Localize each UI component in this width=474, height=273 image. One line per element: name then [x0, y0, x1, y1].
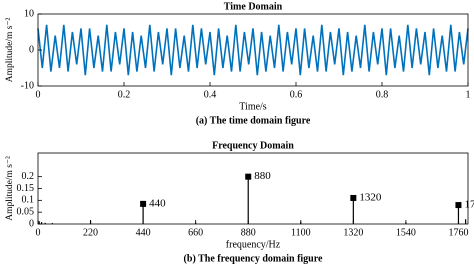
peak-marker: [245, 173, 252, 180]
x-tick-label: 880: [241, 227, 256, 238]
y-tick-label: 0.05: [17, 206, 35, 217]
peak-marker: [140, 200, 147, 207]
peak-marker: [455, 202, 462, 209]
y-tick-label: 0: [29, 44, 34, 55]
signal-line: [37, 24, 469, 76]
y-tick-label: 0.1: [22, 195, 35, 206]
x-tick-label: 1100: [291, 227, 311, 238]
x-tick-label: 1320: [343, 227, 363, 238]
x-tick-label: 0: [36, 89, 41, 100]
y-axis-label: Amplitude/m s⁻²: [5, 18, 15, 83]
x-tick-label: 1540: [396, 227, 416, 238]
caption: (a) The time domain figure: [196, 115, 311, 126]
x-axis-label: frequency/Hz: [226, 239, 281, 250]
x-tick-label: 220: [83, 227, 98, 238]
peak-label: 1760: [464, 199, 474, 211]
plot-frame: [37, 152, 469, 225]
peak-label: 880: [254, 170, 271, 182]
y-tick-label: 0.2: [22, 171, 35, 182]
chart-title: Time Domain: [224, 1, 283, 12]
peak-marker: [350, 194, 357, 201]
x-tick-label: 0.6: [290, 89, 303, 100]
y-tick-label: 0.15: [17, 183, 35, 194]
x-axis-label: Time/s: [239, 101, 267, 112]
x-tick-label: 0: [36, 227, 41, 238]
y-tick-label: 0: [29, 218, 34, 229]
x-tick-label: 1760: [448, 227, 468, 238]
y-tick-label: 10: [24, 8, 34, 19]
x-tick-label: 440: [136, 227, 151, 238]
x-tick-label: 1: [466, 89, 471, 100]
y-tick-label: -10: [21, 80, 34, 91]
plot-frame: [37, 13, 469, 87]
caption: (b) The frequency domain figure: [184, 253, 323, 264]
peak-label: 440: [149, 197, 166, 209]
x-tick-label: 0.8: [376, 89, 389, 100]
peak-label: 1320: [359, 191, 382, 203]
x-tick-label: 660: [188, 227, 203, 238]
y-axis-label: Amplitude/m s⁻²: [5, 156, 15, 221]
x-tick-label: 0.2: [118, 89, 131, 100]
chart-title: Frequency Domain: [212, 140, 294, 151]
x-tick-label: 0.4: [204, 89, 217, 100]
